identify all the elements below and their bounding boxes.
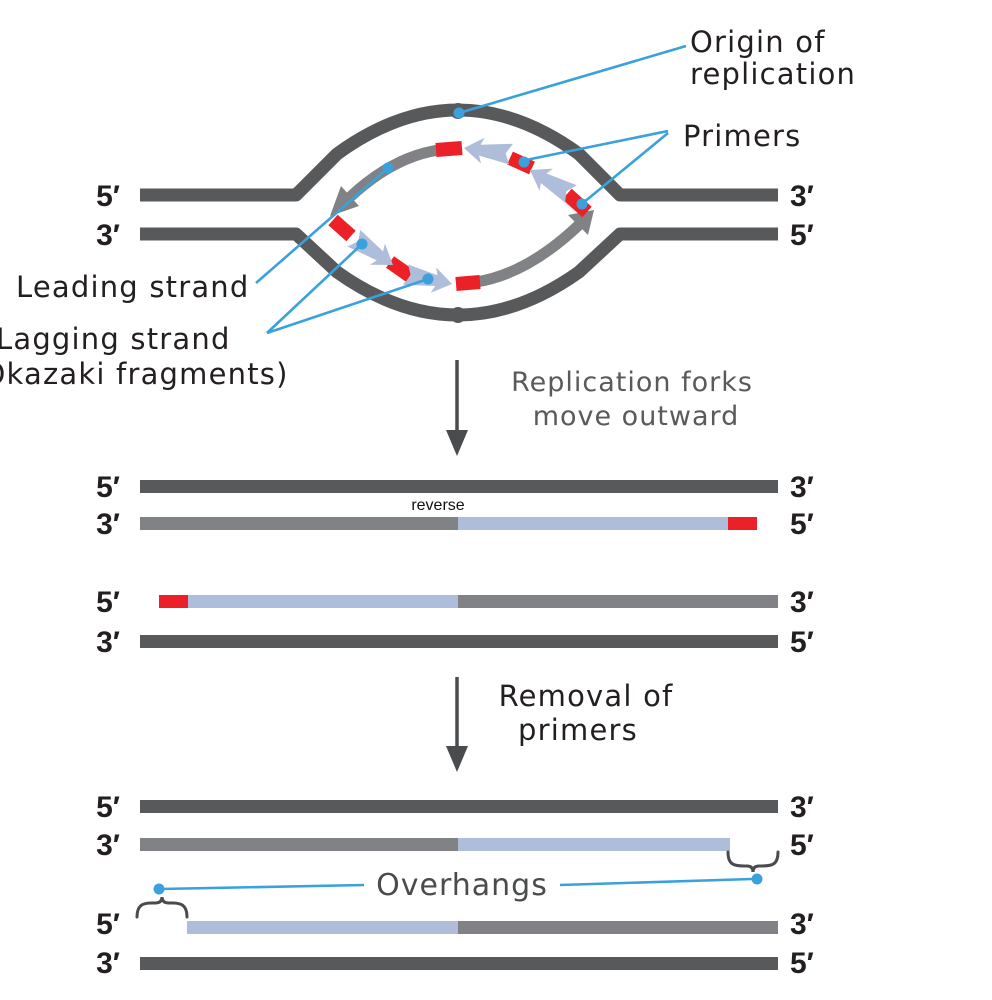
okazaki-arrow — [464, 137, 514, 165]
pointer-line-leading — [255, 167, 389, 284]
primer-segment — [435, 141, 463, 157]
new-strand-leading-part — [140, 838, 458, 851]
duplex-pair-4: 5′ 3′ 3′ 5′ — [96, 896, 814, 980]
prime-label: 3′ — [96, 626, 120, 659]
primer-segment — [455, 275, 481, 291]
primer-segment — [159, 595, 188, 608]
new-strand-lagging-part — [187, 921, 458, 934]
pointer-dot — [422, 273, 434, 285]
prime-label: 3′ — [790, 791, 814, 824]
pointer-dot — [153, 883, 165, 895]
template-strand — [140, 800, 778, 813]
prime-label: 5′ — [96, 791, 120, 824]
leading-strand-bottom-arc — [475, 219, 585, 288]
template-strand — [140, 480, 778, 493]
pointer-dot — [518, 156, 530, 168]
okazaki-arrow — [347, 229, 393, 265]
prime-label: 5′ — [790, 947, 814, 980]
prime-label: 3′ — [96, 947, 120, 980]
overhang-brace-left — [135, 896, 189, 919]
duplex-pair-3: 5′ 3′ 3′ 5′ — [96, 791, 814, 873]
pointer-line-origin — [458, 44, 687, 115]
primer-segment — [728, 517, 757, 530]
label-reverse: reverse — [411, 497, 464, 514]
label-lagging-strand: Lagging strand — [0, 322, 231, 356]
label-origin-of-replication: Origin of — [690, 25, 826, 59]
pointer-line-lagging-2 — [266, 277, 429, 335]
pointer-line-primer-2 — [582, 131, 669, 205]
prime-label: 3′ — [96, 829, 120, 862]
prime-label: 5′ — [96, 471, 120, 504]
prime-label: 5′ — [790, 626, 814, 659]
prime-label: 5′ — [96, 180, 120, 213]
new-strand-lagging-part — [458, 517, 728, 530]
prime-label: 3′ — [790, 180, 814, 213]
pointer-dot — [751, 873, 763, 885]
prime-label: 5′ — [790, 219, 814, 252]
prime-label: 3′ — [96, 219, 120, 252]
pointer-dot — [576, 198, 588, 210]
label-origin-of-replication-2: replication — [690, 57, 856, 91]
okazaki-arrow — [530, 168, 577, 203]
new-strand-leading-part — [140, 517, 458, 530]
new-strand-leading-part — [458, 595, 778, 608]
prime-label: 3′ — [790, 908, 814, 941]
label-removal-of: Removal of — [499, 679, 674, 713]
primer-segment — [385, 256, 415, 282]
prime-label: 3′ — [790, 471, 814, 504]
prime-label: 3′ — [790, 586, 814, 619]
label-primers-removed: primers — [518, 713, 638, 747]
overhang-brace-right — [726, 850, 780, 873]
origin-dot-bottom — [450, 307, 466, 323]
leading-strand-bottom-arrowhead — [568, 210, 594, 235]
overhangs-callout: Overhangs — [153, 868, 763, 903]
pointer-line-overhang-right — [559, 877, 753, 887]
step-arrow-removal-of-primers: Removal of primers — [446, 677, 674, 772]
duplex-pair-2: 5′ 3′ 3′ 5′ — [96, 586, 814, 659]
prime-label: 5′ — [96, 908, 120, 941]
template-strand — [140, 957, 778, 970]
new-strand-lagging-part — [458, 838, 730, 851]
duplex-pair-1: reverse 5′ 3′ 3′ 5′ — [96, 471, 814, 541]
prime-label: 5′ — [96, 586, 120, 619]
pointer-dot — [453, 107, 465, 119]
replication-bubble: Origin of replication Primers Leading st… — [0, 25, 856, 391]
new-strand-leading-part — [458, 921, 778, 934]
pointer-line-primer-1 — [525, 129, 669, 162]
pointer-dot — [356, 238, 368, 250]
prime-label: 3′ — [96, 508, 120, 541]
new-strand-lagging-part — [188, 595, 458, 608]
prime-label: 5′ — [790, 829, 814, 862]
primer-segment — [328, 214, 356, 242]
pointer-line-lagging-1 — [266, 243, 363, 334]
label-primers: Primers — [683, 119, 801, 153]
label-okazaki-fragments: (Okazaki fragments) — [0, 357, 289, 391]
label-move-outward: move outward — [533, 401, 740, 432]
pointer-line-overhang-left — [158, 883, 365, 891]
label-leading-strand: Leading strand — [16, 270, 250, 304]
label-replication-forks: Replication forks — [511, 367, 753, 398]
pointer-dot — [382, 162, 394, 174]
template-strand — [140, 635, 778, 648]
leading-strand-top-arc — [345, 143, 450, 203]
label-overhangs: Overhangs — [376, 868, 548, 903]
step-arrow-replication-forks: Replication forks move outward — [446, 360, 753, 456]
leading-strand-top-arrowhead — [330, 186, 359, 216]
prime-label: 5′ — [790, 508, 814, 541]
